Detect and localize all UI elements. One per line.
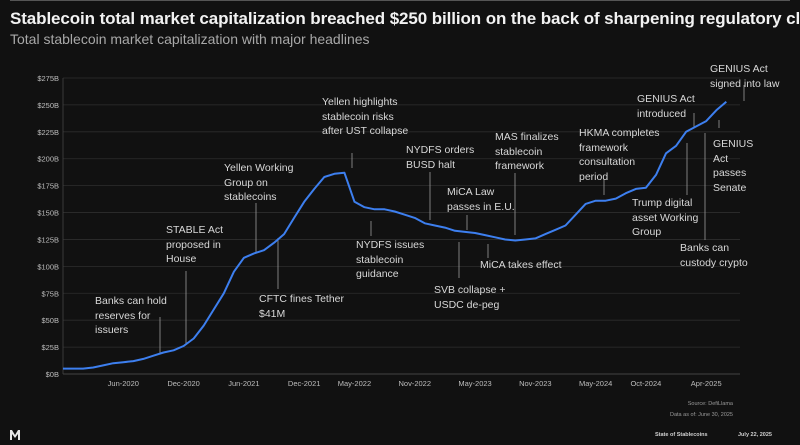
annotation-label: NYDFS issues stablecoin guidance bbox=[356, 239, 425, 280]
x-tick-label: Apr-2025 bbox=[691, 379, 722, 388]
x-tick-label: Jun-2020 bbox=[108, 379, 139, 388]
annotation-label: GENIUS Act signed into law bbox=[710, 63, 780, 90]
annotation-label: MiCA takes effect bbox=[480, 259, 562, 271]
annotation-label: GENIUS Act introduced bbox=[637, 93, 695, 120]
x-tick-label: Oct-2024 bbox=[630, 379, 661, 388]
chart-subtitle: Total stablecoin market capitalization w… bbox=[10, 31, 370, 47]
annotation-label: SVB collapse + USDC de-peg bbox=[434, 284, 506, 311]
annotation-label: MAS finalizes stablecoin framework bbox=[495, 131, 559, 172]
y-tick-label: $250B bbox=[37, 101, 59, 110]
annotation-label: Yellen Working Group on stablecoins bbox=[224, 162, 294, 203]
annotation-label: Trump digital asset Working Group bbox=[632, 197, 699, 238]
brand-logo-icon bbox=[10, 430, 20, 440]
annotation-label: Banks can custody crypto bbox=[680, 242, 748, 269]
annotation-label: CFTC fines Tether $41M bbox=[259, 293, 344, 320]
x-tick-label: Jun-2021 bbox=[228, 379, 259, 388]
y-tick-label: $275B bbox=[37, 74, 59, 83]
source-note: Source: DefiLlama bbox=[687, 401, 733, 407]
data-as-of-note: Data as of: June 30, 2025 bbox=[670, 412, 733, 418]
annotation-label: HKMA completes framework consultation pe… bbox=[579, 127, 660, 183]
x-tick-label: Nov-2022 bbox=[398, 379, 431, 388]
x-tick-label: May-2024 bbox=[579, 379, 612, 388]
annotation-label: Yellen highlights stablecoin risks after… bbox=[322, 96, 409, 137]
report-name: State of Stablecoins bbox=[655, 432, 708, 438]
report-date: July 22, 2025 bbox=[738, 432, 772, 438]
top-divider bbox=[10, 0, 790, 1]
y-tick-label: $100B bbox=[37, 262, 59, 271]
annotation-label: MiCA Law passes in E.U. bbox=[447, 186, 515, 213]
y-tick-label: $200B bbox=[37, 155, 59, 164]
annotation-label: NYDFS orders BUSD halt bbox=[406, 144, 475, 171]
annotation-label: STABLE Act proposed in House bbox=[166, 224, 223, 265]
annotation-label: GENIUS Act passes Senate bbox=[713, 138, 754, 194]
y-tick-label: $175B bbox=[37, 182, 59, 191]
x-tick-label: May-2023 bbox=[458, 379, 491, 388]
y-tick-label: $0B bbox=[46, 370, 59, 379]
x-tick-label: Nov-2023 bbox=[519, 379, 552, 388]
y-tick-label: $150B bbox=[37, 209, 59, 218]
x-tick-label: Dec-2021 bbox=[288, 379, 321, 388]
x-tick-label: May-2022 bbox=[338, 379, 371, 388]
y-tick-label: $125B bbox=[37, 235, 59, 244]
y-tick-label: $25B bbox=[41, 343, 59, 352]
annotation-label: Banks can hold reserves for issuers bbox=[95, 295, 167, 336]
x-tick-label: Dec-2020 bbox=[167, 379, 200, 388]
y-tick-label: $225B bbox=[37, 128, 59, 137]
y-tick-label: $50B bbox=[41, 316, 59, 325]
chart-title: Stablecoin total market capitalization b… bbox=[10, 9, 800, 28]
y-tick-label: $75B bbox=[41, 289, 59, 298]
